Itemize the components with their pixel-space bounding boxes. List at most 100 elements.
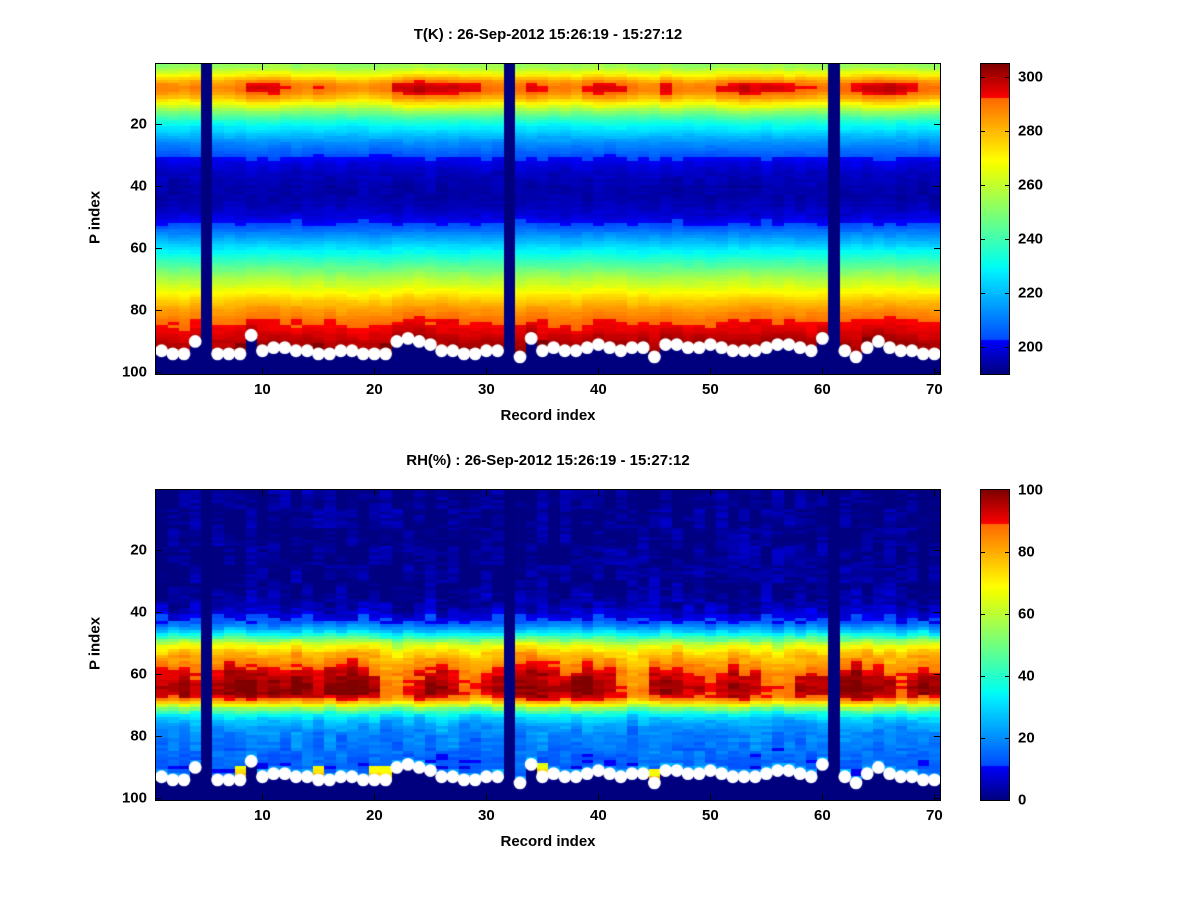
x-tick-label: 60 (814, 807, 831, 824)
x-tick-mark (598, 368, 600, 375)
colorbar-tick-mark (980, 552, 985, 553)
heatmap-image-temperature (156, 64, 940, 374)
x-tick-mark (710, 489, 712, 496)
colorbar-tick-mark (980, 239, 985, 241)
y-tick-mark (155, 186, 162, 188)
y-tick-label: 60 (130, 239, 147, 257)
colorbar-tick-mark (1005, 293, 1010, 295)
x-axis-label-temperature: Record index (500, 407, 596, 424)
y-axis-label-temperature: P index (86, 190, 104, 245)
x-tick-mark (598, 63, 600, 70)
x-tick-mark (822, 368, 824, 375)
x-tick-mark (822, 794, 824, 801)
colorbar-tick-mark (980, 676, 985, 677)
colorbar-tick-label: 280 (1018, 122, 1044, 140)
heatmap-axes-humidity[interactable] (155, 489, 941, 801)
colorbar-tick-label: 240 (1018, 230, 1044, 248)
y-tick-mark (934, 372, 941, 374)
plot-title-humidity: RH(%) : 26-Sep-2012 15:26:19 - 15:27:12 (406, 452, 690, 469)
colorbar-tick-label: 40 (1018, 667, 1035, 685)
colorbar-tick-mark (1005, 552, 1010, 553)
colorbar-tick-mark (980, 347, 985, 349)
x-tick-label: 10 (254, 381, 271, 398)
colorbar-tick-label: 300 (1018, 68, 1044, 86)
y-tick-mark (934, 674, 941, 676)
x-tick-label: 50 (702, 807, 719, 824)
y-tick-mark (934, 186, 941, 188)
x-tick-label: 50 (702, 381, 719, 398)
x-tick-mark (374, 63, 376, 70)
colorbar-tick-mark (1005, 131, 1010, 133)
x-tick-mark (486, 368, 488, 375)
y-tick-mark (155, 372, 162, 374)
x-tick-label: 40 (590, 807, 607, 824)
x-axis-label-humidity: Record index (500, 833, 596, 850)
colorbar-humidity[interactable] (980, 489, 1010, 801)
y-tick-mark (155, 550, 162, 552)
colorbar-tick-label: 200 (1018, 338, 1044, 356)
colorbar-tick-mark (980, 738, 985, 739)
x-tick-mark (598, 489, 600, 496)
x-tick-mark (262, 63, 264, 70)
colorbar-tick-label: 20 (1018, 729, 1035, 747)
colorbar-tick-label: 220 (1018, 284, 1044, 302)
colorbar-tick-mark (980, 614, 985, 615)
y-tick-mark (155, 798, 162, 800)
heatmap-axes-temperature[interactable] (155, 63, 941, 375)
x-tick-label: 20 (366, 381, 383, 398)
colorbar-tick-mark (1005, 676, 1010, 677)
x-tick-label: 10 (254, 807, 271, 824)
colorbar-tick-label: 0 (1018, 791, 1027, 809)
y-tick-mark (934, 612, 941, 614)
y-tick-mark (155, 310, 162, 312)
x-tick-mark (486, 794, 488, 801)
x-tick-mark (934, 368, 936, 375)
y-tick-label: 80 (130, 727, 147, 745)
y-tick-label: 20 (130, 541, 147, 559)
x-tick-label: 40 (590, 381, 607, 398)
colorbar-tick-label: 260 (1018, 176, 1044, 194)
colorbar-tick-mark (1005, 738, 1010, 739)
x-tick-mark (486, 63, 488, 70)
x-tick-label: 70 (926, 807, 943, 824)
y-tick-mark (155, 736, 162, 738)
y-tick-mark (155, 612, 162, 614)
colorbar-tick-mark (1005, 185, 1010, 187)
y-tick-label: 40 (130, 177, 147, 195)
x-tick-label: 60 (814, 381, 831, 398)
x-tick-mark (710, 63, 712, 70)
y-tick-mark (155, 674, 162, 676)
colorbar-tick-mark (1005, 347, 1010, 349)
x-tick-mark (598, 794, 600, 801)
x-tick-mark (822, 63, 824, 70)
x-tick-mark (486, 489, 488, 496)
x-tick-mark (934, 489, 936, 496)
colorbar-tick-mark (980, 293, 985, 295)
colorbar-gradient-humidity (981, 490, 1009, 800)
colorbar-tick-label: 100 (1018, 481, 1044, 499)
x-tick-mark (262, 794, 264, 801)
x-tick-mark (822, 489, 824, 496)
x-tick-label: 20 (366, 807, 383, 824)
x-tick-mark (374, 489, 376, 496)
x-tick-mark (934, 63, 936, 70)
x-tick-mark (710, 794, 712, 801)
x-tick-mark (934, 794, 936, 801)
y-tick-label: 100 (121, 789, 147, 807)
colorbar-tick-mark (980, 77, 985, 79)
x-tick-label: 30 (478, 807, 495, 824)
colorbar-tick-mark (980, 185, 985, 187)
colorbar-tick-mark (1005, 239, 1010, 241)
x-tick-mark (262, 489, 264, 496)
y-tick-mark (934, 248, 941, 250)
y-tick-mark (934, 124, 941, 126)
y-tick-label: 100 (121, 363, 147, 381)
colorbar-temperature[interactable] (980, 63, 1010, 375)
y-tick-mark (934, 550, 941, 552)
y-tick-label: 40 (130, 603, 147, 621)
y-tick-mark (934, 736, 941, 738)
colorbar-tick-label: 60 (1018, 605, 1035, 623)
y-tick-label: 60 (130, 665, 147, 683)
colorbar-tick-mark (980, 131, 985, 133)
